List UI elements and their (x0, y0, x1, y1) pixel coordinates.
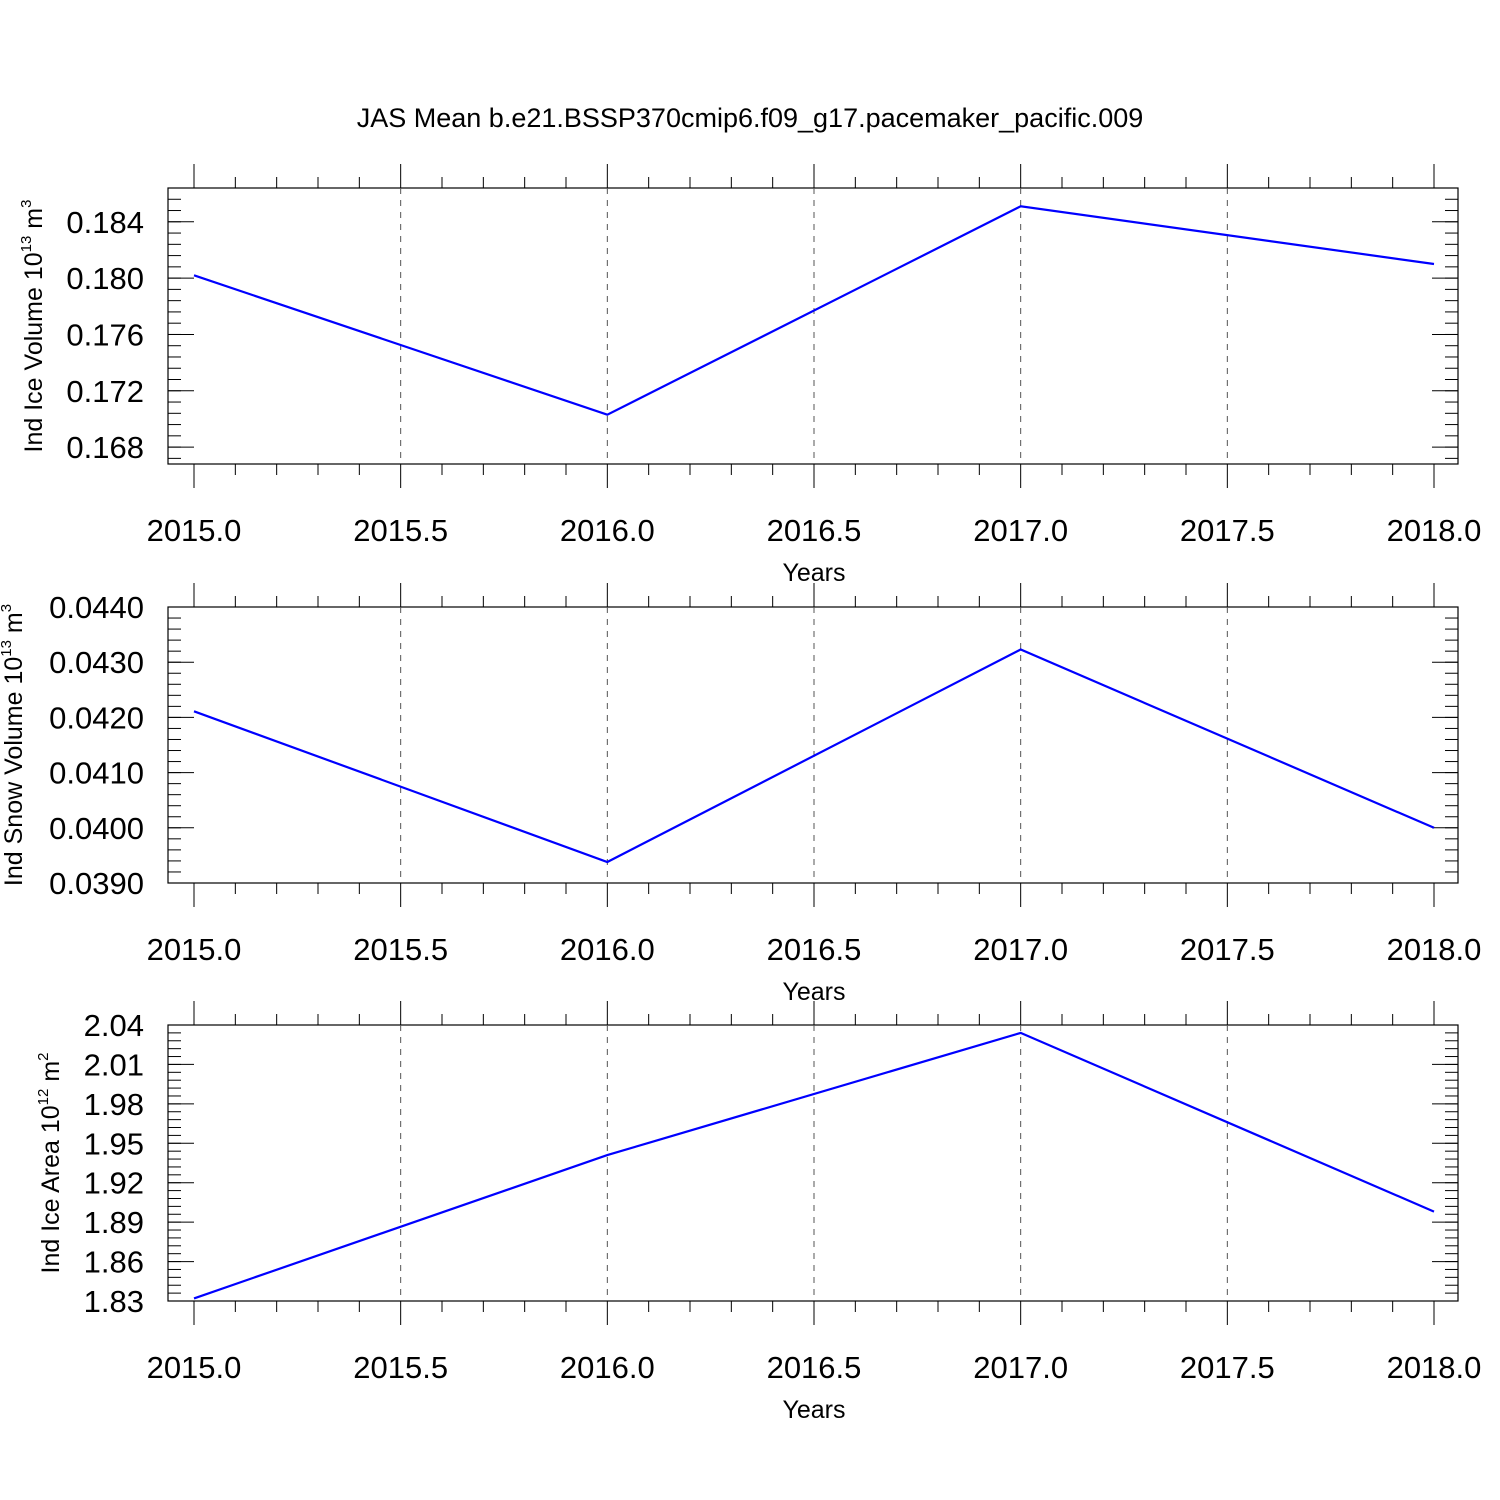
y-tick-label: 0.172 (66, 374, 144, 409)
y-tick-label: 0.0400 (49, 811, 144, 846)
y-tick-label: 1.98 (84, 1087, 144, 1122)
plot-frame (167, 1024, 1459, 1302)
y-tick-label: 1.92 (84, 1166, 144, 1201)
y-tick-label: 1.83 (84, 1284, 144, 1319)
y-tick-label: 0.184 (66, 205, 144, 240)
y-axis-label: Ind Snow Volume 1013 m3 (0, 604, 28, 886)
x-tick-label: 2015.0 (147, 1350, 242, 1385)
series-line (193, 205, 1435, 416)
y-tick-label: 2.01 (84, 1047, 144, 1082)
chart-title: JAS Mean b.e21.BSSP370cmip6.f09_g17.pace… (357, 103, 1144, 133)
x-tick-label: 2016.5 (767, 932, 862, 967)
x-tick-label: 2018.0 (1387, 1350, 1482, 1385)
y-tick-label: 1.89 (84, 1205, 144, 1240)
x-tick-label: 2017.0 (973, 932, 1068, 967)
x-tick-label: 2016.0 (560, 1350, 655, 1385)
chart-panel: 2015.0 2015.5 2016.0 2016.5 2017.0 2017.5 2018… (0, 583, 1481, 1006)
x-tick-label: 2015.0 (147, 932, 242, 967)
x-tick-label: 2017.0 (973, 1350, 1068, 1385)
x-axis-label: Years (782, 1396, 845, 1424)
y-tick-label: 0.0430 (49, 645, 144, 680)
x-tick-label: 2016.0 (560, 513, 655, 548)
x-axis-label: Years (782, 559, 845, 587)
x-tick-label: 2015.5 (353, 932, 448, 967)
y-tick-label: 0.0390 (49, 866, 144, 901)
x-tick-label: 2015.5 (353, 1350, 448, 1385)
x-tick-label: 2016.5 (767, 513, 862, 548)
x-tick-label: 2017.5 (1180, 1350, 1275, 1385)
y-tick-label: 1.86 (84, 1245, 144, 1280)
x-tick-label: 2015.5 (353, 513, 448, 548)
x-tick-label: 2017.5 (1180, 513, 1275, 548)
series-line (193, 648, 1435, 864)
x-tick-label: 2016.5 (767, 1350, 862, 1385)
x-tick-label: 2016.0 (560, 932, 655, 967)
y-tick-label: 2.04 (84, 1008, 144, 1043)
chart-panel: 2015.0 2015.5 2016.0 2016.5 2017.0 2017.5 2018… (18, 164, 1481, 587)
y-tick-label: 0.176 (66, 317, 144, 352)
y-axis-label: Ind Ice Area 1012 m2 (35, 1053, 65, 1274)
series-line (193, 1031, 1435, 1300)
plot-frame (167, 187, 1459, 465)
y-tick-label: 0.0420 (49, 700, 144, 735)
x-tick-label: 2015.0 (147, 513, 242, 548)
y-axis-label: Ind Ice Volume 1013 m3 (18, 200, 48, 453)
y-tick-label: 0.180 (66, 261, 144, 296)
y-tick-label: 1.95 (84, 1126, 144, 1161)
x-tick-label: 2018.0 (1387, 513, 1482, 548)
y-tick-label: 0.168 (66, 430, 144, 465)
y-tick-label: 0.0440 (49, 590, 144, 625)
x-tick-label: 2018.0 (1387, 932, 1482, 967)
x-tick-label: 2017.0 (973, 513, 1068, 548)
chart-panels: 2015.0 2015.5 2016.0 2016.5 2017.0 2017.5 2018… (0, 164, 1481, 1424)
plot-frame (167, 606, 1459, 884)
x-tick-label: 2017.5 (1180, 932, 1275, 967)
chart-panel: 2015.0 2015.5 2016.0 2016.5 2017.0 2017.5 2018… (35, 1001, 1481, 1424)
y-tick-label: 0.0410 (49, 756, 144, 791)
